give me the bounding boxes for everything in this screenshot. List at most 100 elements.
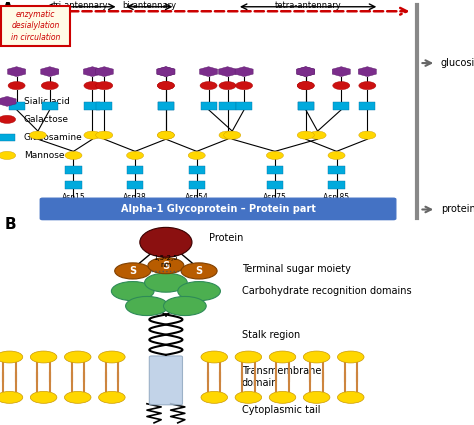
- Circle shape: [297, 82, 314, 90]
- Bar: [96, 102, 112, 110]
- Polygon shape: [235, 67, 253, 76]
- Circle shape: [157, 82, 174, 90]
- Polygon shape: [297, 67, 315, 76]
- FancyBboxPatch shape: [1, 6, 70, 46]
- Circle shape: [157, 82, 174, 90]
- Circle shape: [115, 263, 151, 279]
- Circle shape: [41, 82, 58, 90]
- Circle shape: [0, 151, 16, 159]
- Circle shape: [0, 351, 23, 363]
- Bar: [65, 181, 82, 189]
- Polygon shape: [219, 67, 237, 76]
- Text: Terminal sugar moiety: Terminal sugar moiety: [242, 264, 351, 274]
- Bar: [84, 102, 100, 110]
- Polygon shape: [200, 67, 218, 76]
- Circle shape: [333, 82, 350, 90]
- Bar: [298, 102, 314, 110]
- Circle shape: [96, 131, 113, 139]
- Text: protein: protein: [441, 204, 474, 215]
- Circle shape: [200, 82, 217, 90]
- Text: S: S: [195, 266, 203, 276]
- Text: Carbohydrate recognition domains: Carbohydrate recognition domains: [242, 286, 411, 296]
- Circle shape: [337, 351, 364, 363]
- Bar: [236, 102, 252, 110]
- Circle shape: [30, 351, 57, 363]
- Bar: [9, 102, 25, 110]
- Text: A: A: [2, 2, 14, 17]
- Circle shape: [266, 151, 283, 159]
- Circle shape: [328, 151, 345, 159]
- Circle shape: [303, 351, 330, 363]
- Text: Mannose: Mannose: [24, 151, 64, 160]
- Circle shape: [337, 391, 364, 403]
- Bar: [328, 181, 345, 189]
- Text: tetra-antennary: tetra-antennary: [275, 1, 341, 10]
- Circle shape: [224, 131, 241, 139]
- Circle shape: [148, 258, 184, 274]
- Circle shape: [297, 131, 314, 139]
- Text: tri-antennary: tri-antennary: [53, 1, 109, 10]
- Bar: [359, 102, 375, 110]
- Text: Protein: Protein: [209, 233, 243, 243]
- Text: B: B: [5, 217, 17, 232]
- Polygon shape: [297, 67, 315, 76]
- Circle shape: [0, 115, 16, 123]
- Bar: [158, 102, 174, 110]
- Circle shape: [0, 391, 23, 403]
- Circle shape: [359, 82, 376, 90]
- Polygon shape: [8, 67, 26, 76]
- Bar: [219, 102, 236, 110]
- Bar: [298, 102, 314, 110]
- Circle shape: [178, 282, 220, 301]
- Circle shape: [181, 263, 217, 279]
- Circle shape: [8, 82, 25, 90]
- Circle shape: [64, 351, 91, 363]
- Text: Asn15: Asn15: [62, 193, 85, 201]
- Circle shape: [111, 282, 154, 301]
- Text: enzymatic
desialylation
in circulation: enzymatic desialylation in circulation: [11, 10, 60, 42]
- Circle shape: [201, 391, 228, 403]
- Polygon shape: [41, 67, 59, 76]
- Circle shape: [309, 131, 326, 139]
- Text: Asn75: Asn75: [263, 193, 287, 201]
- Circle shape: [145, 273, 187, 292]
- Text: 1,5-2,5
nm: 1,5-2,5 nm: [154, 255, 178, 268]
- Circle shape: [297, 82, 314, 90]
- Text: Asn 85: Asn 85: [323, 193, 350, 201]
- Polygon shape: [0, 96, 16, 106]
- Bar: [158, 102, 174, 110]
- Circle shape: [65, 151, 82, 159]
- Circle shape: [30, 391, 57, 403]
- Text: Sialic acid: Sialic acid: [24, 97, 70, 106]
- Circle shape: [96, 82, 113, 90]
- Circle shape: [236, 82, 253, 90]
- Circle shape: [64, 391, 91, 403]
- Text: Asn38: Asn38: [123, 193, 147, 201]
- Circle shape: [29, 131, 46, 139]
- Text: Cytoplasmic tail: Cytoplasmic tail: [242, 405, 320, 415]
- Circle shape: [201, 351, 228, 363]
- Circle shape: [157, 131, 174, 139]
- Circle shape: [164, 297, 206, 315]
- Polygon shape: [157, 67, 175, 76]
- Text: Stalk region: Stalk region: [242, 330, 300, 340]
- Circle shape: [84, 82, 101, 90]
- FancyBboxPatch shape: [149, 356, 182, 405]
- Bar: [267, 181, 283, 189]
- Circle shape: [99, 391, 125, 403]
- Polygon shape: [358, 67, 376, 76]
- Circle shape: [303, 391, 330, 403]
- Text: Glucosamine: Glucosamine: [24, 133, 82, 142]
- Bar: [189, 181, 205, 189]
- Circle shape: [126, 297, 168, 315]
- Polygon shape: [83, 67, 101, 76]
- Bar: [127, 166, 143, 174]
- Polygon shape: [332, 67, 350, 76]
- Bar: [42, 102, 58, 110]
- Text: Asn54: Asn54: [185, 193, 209, 201]
- Polygon shape: [95, 67, 113, 76]
- Text: bi-antennary: bi-antennary: [122, 1, 176, 10]
- Polygon shape: [157, 67, 175, 76]
- Circle shape: [127, 151, 144, 159]
- Circle shape: [188, 151, 205, 159]
